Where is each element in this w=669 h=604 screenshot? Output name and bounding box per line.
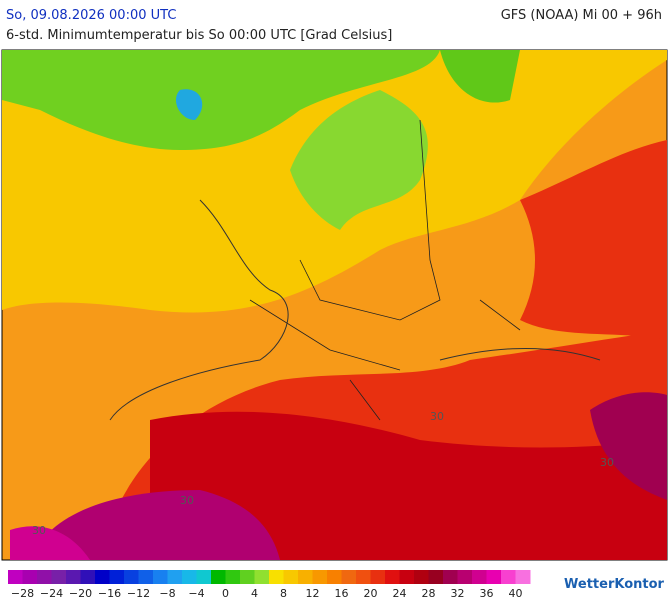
legend-swatch: [399, 570, 415, 584]
legend-swatch: [22, 570, 38, 584]
legend-swatch: [254, 570, 270, 584]
legend-swatch: [341, 570, 357, 584]
legend-swatch: [370, 570, 386, 584]
legend-label: 16: [335, 587, 349, 600]
legend-label: −16: [98, 587, 121, 600]
legend-label: 40: [509, 587, 523, 600]
legend-swatch: [196, 570, 212, 584]
legend-swatch: [486, 570, 502, 584]
model-run: GFS (NOAA) Mi 00 + 96h: [501, 8, 662, 23]
legend-swatch: [472, 570, 487, 584]
legend-label: −4: [188, 587, 204, 600]
legend-swatch: [138, 570, 154, 584]
legend-swatch: [269, 570, 284, 584]
legend-swatch: [37, 570, 52, 584]
legend-label: 8: [280, 587, 287, 600]
legend-swatch: [109, 570, 125, 584]
legend-swatch: [182, 570, 197, 584]
legend-swatch: [414, 570, 429, 584]
legend-swatch: [66, 570, 81, 584]
legend-swatch: [80, 570, 96, 584]
legend-swatch: [167, 570, 183, 584]
legend-swatch: [356, 570, 371, 584]
legend-label: −8: [159, 587, 175, 600]
legend-label: 32: [451, 587, 465, 600]
legend-label: −12: [127, 587, 150, 600]
brand-logo: WetterKontor: [564, 577, 665, 592]
legend-label: 4: [251, 587, 258, 600]
valid-time: So, 09.08.2026 00:00 UTC: [6, 8, 176, 23]
legend-swatch: [124, 570, 139, 584]
legend-swatch: [240, 570, 255, 584]
legend-label: 20: [364, 587, 378, 600]
legend-swatch: [51, 570, 67, 584]
legend-swatch: [385, 570, 400, 584]
map: 30 30 30 30: [1, 49, 668, 561]
legend-swatch: [225, 570, 241, 584]
legend-swatch: [312, 570, 328, 584]
legend-swatch: [443, 570, 458, 584]
contour-label: 30: [180, 494, 194, 507]
legend-swatch: [298, 570, 313, 584]
legend-swatch: [428, 570, 444, 584]
contour-label: 30: [600, 456, 614, 469]
legend-label: 24: [393, 587, 407, 600]
legend-swatch: [457, 570, 473, 584]
legend-swatch: [327, 570, 342, 584]
contour-label: 30: [32, 524, 46, 537]
contour-label: 30: [430, 410, 444, 423]
legend-swatch: [153, 570, 168, 584]
legend-label: −28: [11, 587, 34, 600]
legend-label: −24: [40, 587, 63, 600]
legend-swatch: [95, 570, 110, 584]
legend-swatch: [515, 570, 531, 584]
legend-swatch: [211, 570, 226, 584]
legend-swatch: [283, 570, 299, 584]
legend-swatch: [8, 570, 23, 584]
color-legend: −28 −24 −20 −16 −12 −8 −4 0 4 8 12 16 20 24 28 32 36 40: [8, 570, 531, 600]
legend-label: 12: [306, 587, 320, 600]
legend-swatch: [501, 570, 516, 584]
legend-label: 28: [422, 587, 436, 600]
legend-label: −20: [69, 587, 92, 600]
legend-label: 0: [222, 587, 229, 600]
legend-label: 36: [480, 587, 494, 600]
subtitle: 6-std. Minimumtemperatur bis So 00:00 UT…: [6, 28, 392, 43]
